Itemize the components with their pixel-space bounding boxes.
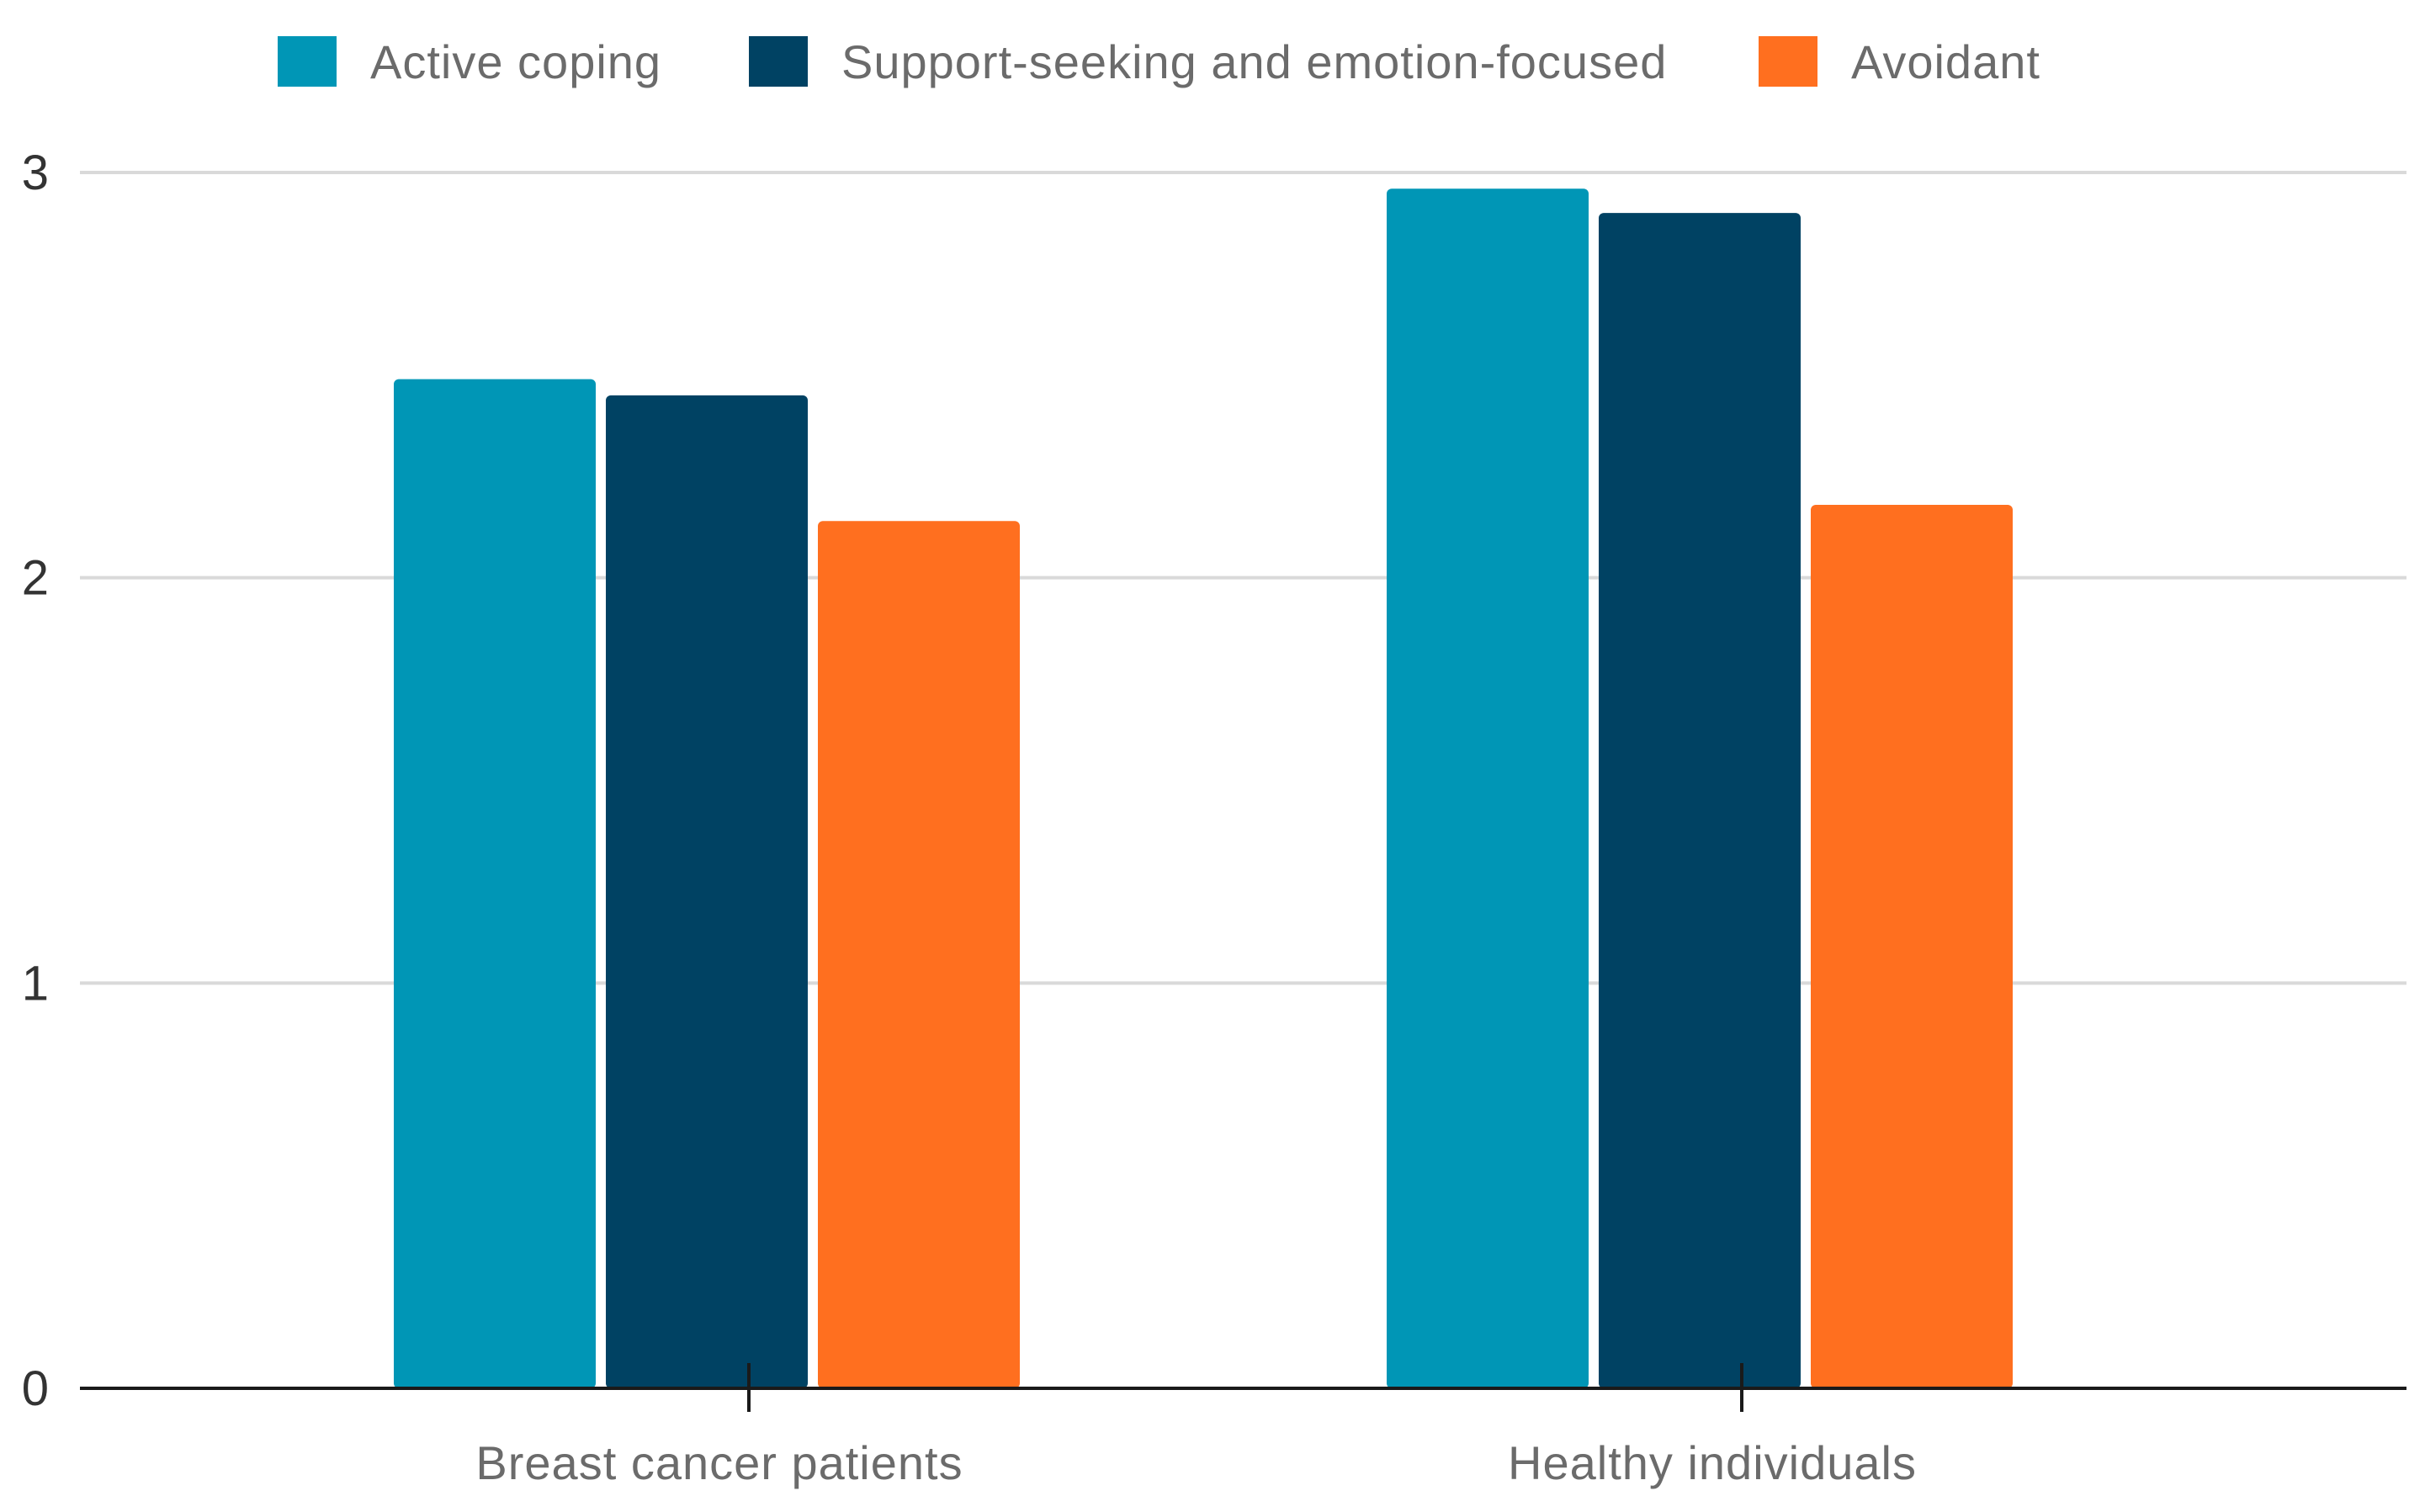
bar-breast-cancer-patients-active-coping[interactable] — [394, 379, 596, 1388]
x-axis-labels: Breast cancer patients Healthy individual… — [475, 1436, 1917, 1489]
legend-label-avoidant: Avoidant — [1851, 34, 2040, 88]
legend-label-support-seeking: Support-seeking and emotion-focused — [841, 34, 1668, 88]
y-tick-label: 2 — [22, 551, 49, 606]
x-category-label-healthy-individuals: Healthy individuals — [1508, 1436, 1917, 1489]
legend-item-active-coping[interactable]: Active coping — [278, 24, 661, 99]
legend: Active coping Support-seeking and emotio… — [0, 24, 2425, 99]
x-category-label-breast-cancer-patients: Breast cancer patients — [475, 1436, 963, 1489]
bar-healthy-individuals-avoidant[interactable] — [1811, 504, 2013, 1388]
y-tick-label: 0 — [22, 1361, 49, 1416]
bar-healthy-individuals-active-coping[interactable] — [1387, 188, 1589, 1389]
y-axis-labels: 0 1 2 3 — [22, 146, 49, 1416]
legend-swatch-avoidant — [1759, 36, 1817, 87]
bars — [394, 188, 2013, 1389]
bar-breast-cancer-patients-avoidant[interactable] — [818, 521, 1020, 1388]
y-tick-label: 3 — [22, 146, 49, 200]
legend-item-avoidant[interactable]: Avoidant — [1759, 24, 2040, 99]
bar-breast-cancer-patients-support-seeking-and-emotion-focused[interactable] — [606, 395, 808, 1389]
y-tick-label: 1 — [22, 956, 49, 1011]
legend-swatch-active-coping — [278, 36, 337, 87]
legend-swatch-support-seeking — [749, 36, 808, 87]
bar-healthy-individuals-support-seeking-and-emotion-focused[interactable] — [1599, 213, 1801, 1389]
x-axis — [80, 1363, 2406, 1412]
legend-item-support-seeking[interactable]: Support-seeking and emotion-focused — [749, 24, 1667, 99]
legend-label-active-coping: Active coping — [370, 34, 662, 88]
